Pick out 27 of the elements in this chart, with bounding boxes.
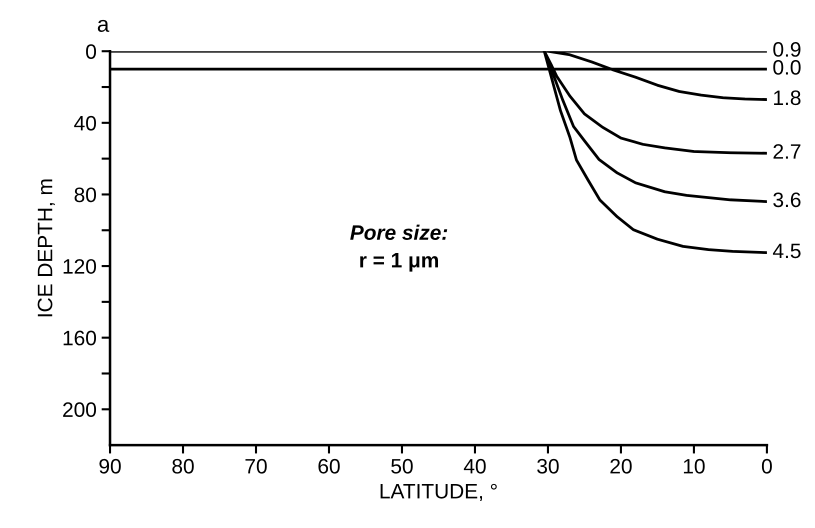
- chart-title: a: [98, 20, 110, 32]
- y-tick-label: 120: [64, 259, 96, 274]
- series-label: 4.5: [772, 244, 801, 258]
- x-tick-label: 90: [99, 458, 121, 474]
- series-label: 2.7: [774, 144, 800, 159]
- x-axis-title: LATITUDE, °: [380, 484, 497, 502]
- x-tick-label: 0: [762, 458, 772, 474]
- x-tick-label: 80: [172, 458, 194, 474]
- x-tick-label: 10: [684, 458, 705, 474]
- y-tick-label: 40: [74, 116, 96, 131]
- y-tick-label: 200: [63, 402, 96, 418]
- x-tick-label: 50: [391, 458, 413, 474]
- y-tick-label: 80: [74, 187, 96, 202]
- x-tick-label: 60: [318, 458, 340, 474]
- y-axis-title: ICE DEPTH, m: [38, 180, 55, 316]
- x-tick-label: 30: [537, 458, 559, 474]
- x-tick-label: 70: [245, 458, 267, 474]
- series-label: 3.6: [773, 192, 801, 208]
- annotation: r = 1 μm: [360, 253, 438, 272]
- y-tick-label: 0: [86, 44, 96, 59]
- annotation: Pore size:: [350, 224, 448, 240]
- y-tick-label: 160: [64, 330, 96, 346]
- series-label: 0.9: [773, 42, 800, 57]
- series-label: 0.0: [773, 60, 801, 75]
- x-tick-label: 20: [610, 458, 632, 474]
- x-tick-label: 40: [464, 458, 486, 474]
- series-label: 1.8: [774, 90, 801, 106]
